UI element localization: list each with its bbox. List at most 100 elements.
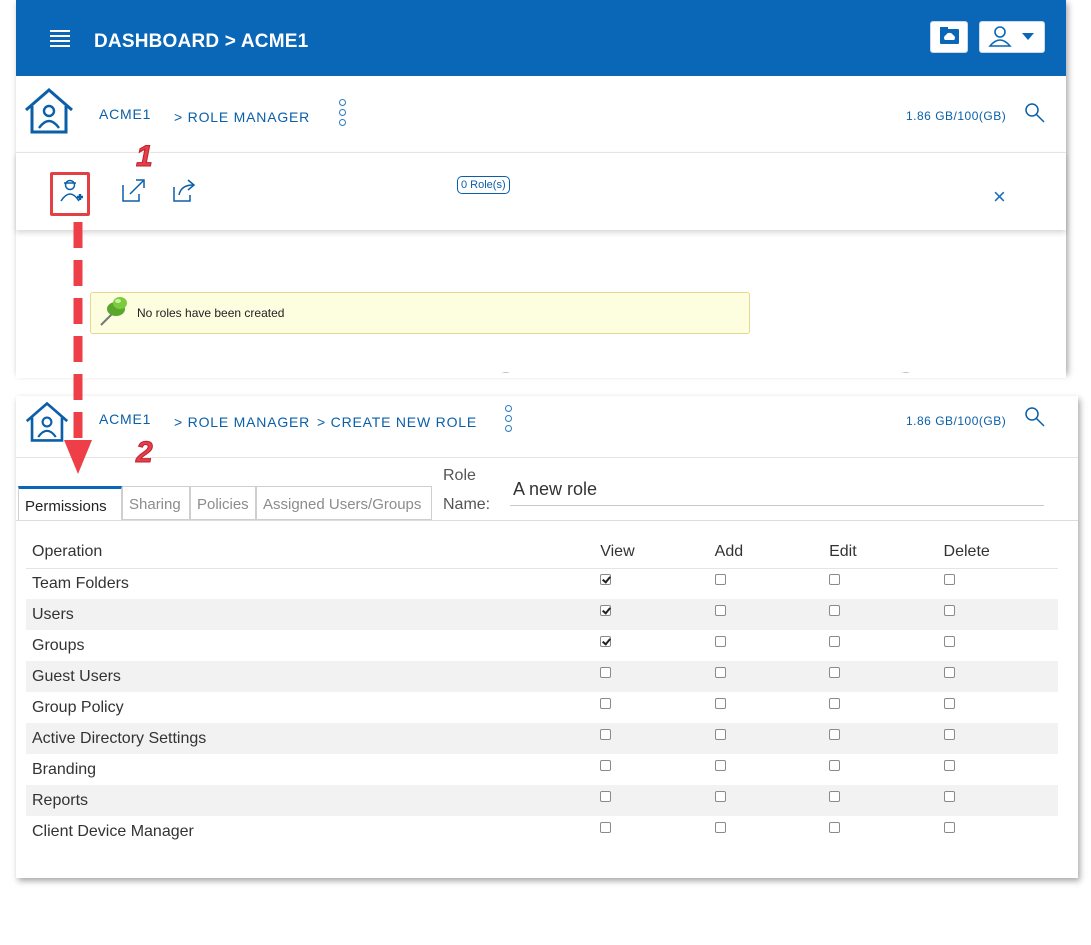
edit-checkbox[interactable] [829,697,841,709]
table-row: Branding [26,754,1058,785]
permission-cell-delete [943,754,1058,785]
permission-cell-add [714,568,829,599]
permission-cell-delete [943,785,1058,816]
more-options-icon[interactable] [338,99,348,129]
divider [16,457,1078,458]
permission-cell-view [600,816,714,847]
search-icon[interactable] [1024,406,1046,428]
cloud-folder-button[interactable] [930,21,968,53]
home-icon[interactable] [22,86,76,136]
pushpin-icon [100,297,127,326]
breadcrumb-home[interactable]: ACME1 [99,106,152,122]
permission-cell-view [600,661,715,692]
permission-cell-delete [943,568,1058,599]
add-checkbox[interactable] [714,759,726,771]
breadcrumb-bar: ACME1 > ROLE MANAGER 1.86 GB/100(GB) [16,76,1066,150]
role-count-badge: 0 Role(s) [457,176,510,194]
delete-checkbox[interactable] [943,728,955,740]
user-menu-button[interactable] [979,21,1045,53]
operation-name: Guest Users [26,661,601,692]
step-1-label: 1 [136,140,154,174]
top-app-bar: DASHBOARD > ACME1 [16,0,1066,76]
search-icon[interactable] [1024,102,1046,124]
view-checkbox[interactable] [600,759,612,771]
permission-cell-edit [829,723,944,754]
breadcrumb-create-new-role[interactable]: > CREATE NEW ROLE [317,414,477,430]
hamburger-menu-icon[interactable] [50,30,70,48]
permission-cell-add [714,785,830,816]
export-icon[interactable] [169,175,199,205]
permission-cell-add [714,754,829,785]
tab-permissions[interactable]: Permissions [18,486,122,521]
user-menu-icon [988,26,1034,47]
add-checkbox[interactable] [714,666,726,678]
breadcrumb-bar-create: ACME1 > ROLE MANAGER > CREATE NEW ROLE 1… [16,396,1078,470]
view-checkbox[interactable] [600,604,612,616]
edit-checkbox[interactable] [829,635,841,647]
view-checkbox[interactable] [600,790,612,802]
permission-cell-view [600,754,714,785]
permission-cell-view [600,568,714,599]
edit-checkbox[interactable] [829,604,841,616]
delete-checkbox[interactable] [943,635,955,647]
operation-name: Client Device Manager [32,822,194,840]
edit-checkbox[interactable] [829,790,841,802]
add-checkbox[interactable] [714,604,726,616]
column-operation: Operation [26,536,601,569]
add-checkbox[interactable] [714,635,726,647]
home-icon[interactable] [22,400,72,444]
permission-cell-add [714,816,829,847]
permission-cell-edit [829,785,944,816]
breadcrumb-role-manager[interactable]: > ROLE MANAGER [174,109,311,125]
view-checkbox[interactable] [600,821,612,833]
view-checkbox[interactable] [600,635,612,647]
add-role-icon[interactable] [56,177,86,207]
permission-cell-view [600,599,715,630]
permission-cell-edit [829,661,944,692]
add-checkbox[interactable] [714,573,726,585]
permission-cell-delete [943,692,1058,723]
edit-checkbox[interactable] [829,759,841,771]
view-checkbox[interactable] [600,666,612,678]
delete-checkbox[interactable] [943,697,955,709]
delete-checkbox[interactable] [943,821,955,833]
permissions-header-row: Operation View Add Edit Delete [26,536,1058,569]
operation-name: Group Policy [32,698,124,716]
tab-sharing[interactable]: Sharing [122,486,190,520]
storage-usage: 1.86 GB/100(GB) [906,109,1007,123]
close-icon[interactable]: × [993,184,1006,209]
add-checkbox[interactable] [714,790,726,802]
edit-checkbox[interactable] [829,573,841,585]
view-checkbox[interactable] [600,697,612,709]
add-checkbox[interactable] [714,728,726,740]
breadcrumb-role-manager[interactable]: > ROLE MANAGER [174,414,311,430]
permission-cell-view [600,692,714,723]
add-checkbox[interactable] [714,821,726,833]
permission-cell-delete [943,661,1058,692]
import-icon[interactable] [118,175,148,205]
delete-checkbox[interactable] [943,759,955,771]
delete-checkbox[interactable] [943,666,955,678]
tab-policies[interactable]: Policies [190,486,256,520]
column-view: View [600,536,715,569]
permission-cell-view [600,785,715,816]
tab-assigned-users-groups[interactable]: Assigned Users/Groups [256,486,432,520]
tabs-divider [16,520,1078,521]
table-row: Guest Users [26,661,1058,692]
more-options-icon[interactable] [504,405,514,435]
breadcrumb-home[interactable]: ACME1 [99,411,152,427]
edit-checkbox[interactable] [829,666,841,678]
edit-checkbox[interactable] [829,821,841,833]
delete-checkbox[interactable] [943,604,955,616]
table-row: Users [26,599,1058,630]
role-name-input[interactable] [510,474,1044,506]
delete-checkbox[interactable] [943,573,955,585]
permission-cell-add [714,630,829,661]
delete-checkbox[interactable] [943,790,955,802]
view-checkbox[interactable] [600,728,612,740]
column-add: Add [714,536,830,569]
view-checkbox[interactable] [600,573,612,585]
edit-checkbox[interactable] [829,728,841,740]
cloud-folder-icon [940,27,959,44]
add-checkbox[interactable] [714,697,726,709]
